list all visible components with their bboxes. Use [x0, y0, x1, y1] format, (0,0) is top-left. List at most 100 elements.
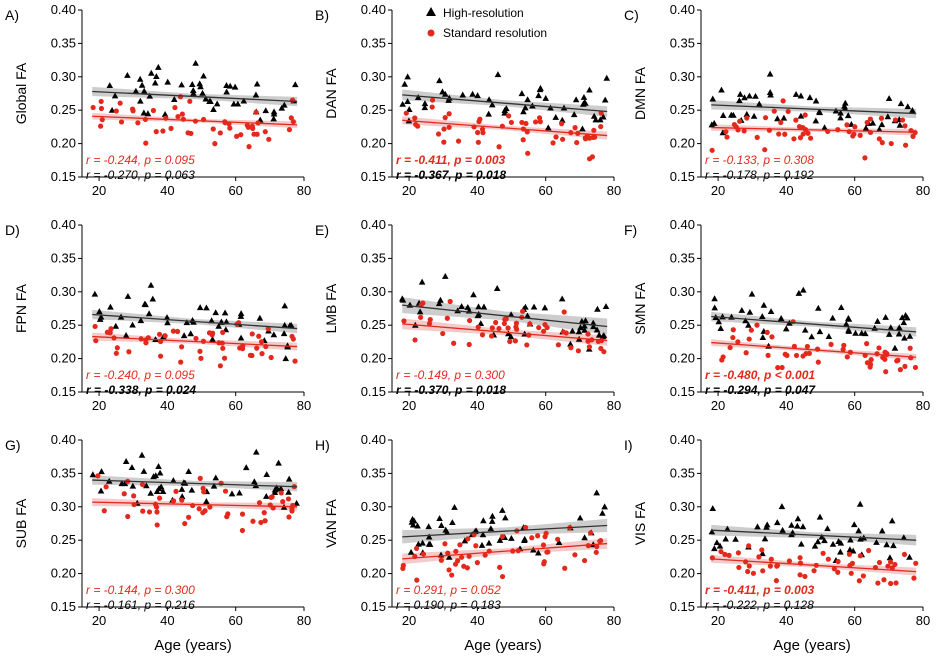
x-tick-label: 40	[160, 613, 174, 628]
stat-std-text: r = -0.244, p = 0.095	[86, 153, 195, 167]
x-tick-label: 60	[847, 183, 861, 198]
std-res-point	[912, 364, 919, 371]
high-res-point	[287, 321, 295, 328]
high-res-point	[178, 485, 186, 492]
high-res-point	[590, 112, 598, 119]
std-res-point	[200, 338, 207, 344]
panel-d: D) 0.15 0.20 0.25 0.30 0.35 0.40 20 40 60 80 FPN FA…	[5, 217, 311, 413]
std-res-point	[574, 139, 580, 146]
y-axis-label-g: SUB FA	[13, 498, 29, 548]
high-res-point	[129, 321, 136, 328]
std-res-point	[130, 108, 136, 114]
high-res-point	[435, 300, 443, 307]
std-res-point	[455, 138, 462, 144]
y-tick-label: 0.25	[51, 532, 76, 547]
high-res-point	[470, 291, 477, 298]
std-res-point	[746, 336, 752, 342]
high-res-point	[421, 104, 429, 111]
std-res-point	[901, 551, 908, 558]
high-res-point	[150, 473, 157, 480]
std-res-point	[878, 115, 885, 121]
y-tick-label: 0.15	[51, 599, 76, 614]
high-res-point	[507, 333, 515, 340]
high-res-point	[196, 80, 204, 87]
std-res-point	[784, 352, 790, 359]
std-res-fit-line	[711, 558, 917, 573]
y-axis-label-h: VAN FA	[323, 498, 339, 547]
std-res-point	[466, 553, 472, 559]
x-tick-label: 80	[607, 613, 621, 628]
std-res-point	[95, 473, 101, 479]
std-res-point	[179, 344, 185, 350]
std-res-point	[429, 97, 436, 103]
std-res-point	[488, 333, 495, 339]
high-res-point	[901, 334, 908, 341]
y-tick-label: 0.40	[670, 432, 695, 447]
high-res-point	[405, 106, 413, 112]
high-res-point	[603, 74, 611, 81]
y-axis-label-e: LMB FA	[323, 283, 339, 333]
std-res-point	[722, 551, 728, 557]
std-res-point	[280, 499, 286, 505]
high-res-point	[137, 97, 144, 104]
high-res-point	[555, 539, 563, 545]
std-res-point	[154, 509, 160, 515]
std-res-point	[709, 147, 715, 153]
std-res-point	[98, 98, 104, 105]
std-res-point	[828, 341, 834, 348]
y-tick-label: 0.30	[361, 284, 386, 299]
high-res-point	[502, 514, 509, 521]
high-res-point	[816, 109, 824, 116]
high-res-point	[273, 484, 281, 491]
high-res-point	[170, 96, 178, 102]
high-res-point	[97, 313, 105, 320]
high-res-point	[886, 554, 894, 561]
high-res-point	[477, 320, 485, 327]
std-res-point	[250, 125, 256, 132]
y-tick-label: 0.15	[51, 169, 76, 184]
std-res-fit-line	[711, 126, 917, 133]
std-res-point	[519, 119, 525, 126]
high-res-point	[479, 531, 487, 538]
high-res-point	[818, 533, 826, 540]
high-res-point	[595, 331, 603, 338]
std-res-point	[544, 549, 550, 555]
std-res-point	[750, 570, 757, 576]
high-res-point	[278, 104, 286, 111]
std-res-point	[285, 496, 292, 502]
high-res-point	[799, 523, 807, 530]
high-res-point	[97, 487, 105, 494]
std-res-point	[198, 355, 204, 361]
y-tick-label: 0.25	[51, 317, 76, 332]
std-res-point	[523, 120, 529, 127]
std-res-point	[447, 298, 453, 305]
std-res-point	[401, 318, 407, 324]
high-res-point	[475, 303, 482, 310]
high-res-point	[883, 541, 890, 548]
stat-high-text: r = -0.367, p = 0.018	[396, 168, 506, 182]
std-res-point	[526, 332, 532, 338]
stat-std-text: r = -0.133, p = 0.308	[705, 153, 814, 167]
legend-std-label: Standard resolution	[443, 26, 547, 40]
high-res-point	[210, 482, 218, 489]
std-res-point	[768, 556, 774, 562]
high-res-point	[124, 71, 131, 78]
high-res-point	[472, 527, 480, 534]
high-res-point	[750, 112, 758, 119]
std-res-point	[835, 569, 841, 575]
std-res-point	[142, 116, 149, 123]
high-res-point	[159, 488, 167, 494]
high-res-point	[399, 296, 407, 303]
y-tick-label: 0.35	[670, 465, 695, 480]
x-tick-label: 60	[228, 183, 242, 198]
high-res-point	[221, 309, 229, 316]
std-res-point	[118, 119, 125, 125]
high-res-point	[474, 92, 481, 99]
high-res-point	[439, 88, 446, 95]
high-res-point	[748, 290, 756, 297]
stat-std-text: r = -0.149, p = 0.300	[396, 368, 505, 382]
y-tick-label: 0.30	[51, 284, 76, 299]
high-res-point	[547, 104, 554, 111]
std-res-point	[262, 129, 268, 135]
std-res-point	[804, 343, 811, 350]
